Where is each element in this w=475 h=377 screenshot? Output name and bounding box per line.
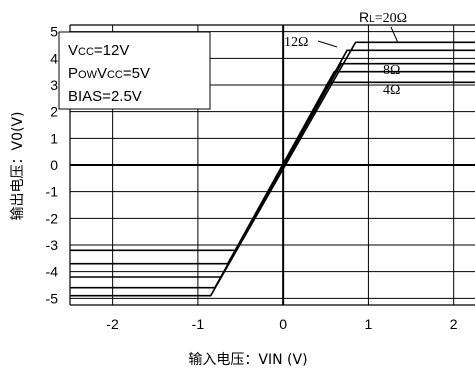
series-line-3 [70, 62, 475, 278]
x-axis-label: 输入电压：VIN (V) [188, 352, 307, 368]
x-tick-label: -1 [192, 316, 205, 332]
condition-bias: BIAS=2.5V [68, 88, 142, 105]
y-tick-label: -3 [46, 237, 59, 253]
y-tick-label: -2 [46, 210, 59, 226]
annotation-8ohm: 8Ω [383, 63, 400, 78]
chart-series [70, 41, 475, 297]
y-tick-label: 1 [50, 130, 58, 146]
y-tick-label: 0 [50, 157, 58, 173]
series-line-5 [70, 81, 475, 252]
x-tick-label: 2 [450, 316, 458, 332]
y-tick-label: -1 [46, 184, 59, 200]
x-tick-label: 1 [365, 316, 373, 332]
condition-vcc: VCC=12V [68, 42, 129, 59]
annotation-rl-20ohm: RL=20Ω [359, 9, 407, 26]
y-tick-label: -4 [46, 264, 59, 280]
conditions-box-frame [58, 31, 211, 110]
x-tick-label: 0 [279, 316, 287, 332]
annotation-4ohm: 4Ω [383, 83, 400, 98]
annotation-rl-leader [390, 26, 399, 44]
series-line-1 [70, 41, 475, 297]
x-tick-label: -2 [106, 316, 119, 332]
y-tick-label: -5 [46, 290, 59, 306]
y-tick-label: 4 [50, 50, 58, 66]
y-tick-label: 5 [50, 24, 58, 40]
y-axis-label: 输出电压：V0(V) [10, 112, 26, 221]
y-tick-label: 3 [50, 77, 58, 93]
chart-tick-labels: -2 -1 0 1 2 5 4 3 2 1 0 -1 -2 -3 -4 -5 [46, 24, 458, 332]
conditions-box: VCC=12V POWVCC=5V BIAS=2.5V [58, 31, 211, 110]
annotation-12ohm-leader [317, 40, 338, 48]
condition-powvcc: POWVCC=5V [68, 65, 150, 82]
chart-annotations: RL=20Ω 12Ω 8Ω 4Ω [284, 9, 407, 98]
y-tick-label: 2 [50, 104, 58, 120]
annotation-12ohm: 12Ω [284, 35, 308, 50]
